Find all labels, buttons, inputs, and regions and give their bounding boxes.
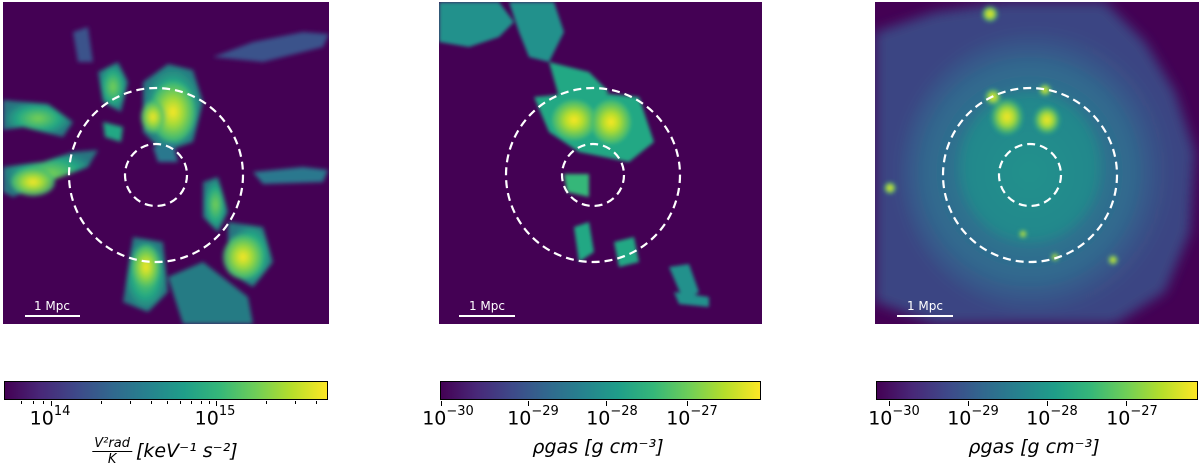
tick-label: 10−29 [507, 404, 559, 430]
tick-label: 10−27 [666, 404, 718, 430]
scale-bar-label: 1 Mpc [34, 299, 70, 313]
inner-circle [123, 142, 189, 208]
image-panel-2: 1 Mpc [439, 2, 762, 324]
minor-tick [266, 401, 267, 404]
major-tick [1047, 401, 1048, 406]
colorbar-2: 10−30 10−29 10−28 10−27 [422, 381, 761, 429]
inner-circle [997, 142, 1063, 208]
colorbar-1-label: V²rad K [keV⁻¹ s⁻²] [92, 436, 238, 467]
tick-label: 10−29 [947, 404, 999, 430]
major-tick [216, 401, 217, 406]
major-tick [889, 401, 890, 406]
minor-tick [167, 401, 168, 404]
colorbar-1: 1014 1015 [4, 381, 328, 429]
outer-circle [504, 86, 682, 264]
tick-label: 1014 [29, 404, 71, 430]
tick-label: 1015 [194, 404, 236, 430]
outer-circle [67, 86, 245, 264]
major-tick [687, 401, 688, 406]
minor-tick [151, 401, 152, 404]
major-tick [1126, 401, 1127, 406]
colorbar-2-label: ρgas [g cm⁻³] [532, 436, 664, 458]
minor-tick [316, 401, 317, 404]
major-tick [51, 401, 52, 406]
minor-tick [21, 401, 22, 404]
tick-label: 10−30 [422, 404, 474, 430]
tick-label: 10−28 [1026, 404, 1078, 430]
minor-tick [43, 401, 44, 404]
colorbar-gradient [440, 381, 761, 406]
tick-label: 10−30 [868, 404, 920, 430]
tick-label: 10−27 [1106, 404, 1158, 430]
major-tick [441, 401, 442, 406]
major-tick [968, 401, 969, 406]
scale-bar-label: 1 Mpc [907, 299, 943, 313]
colorbar-3-label: ρgas [g cm⁻³] [968, 436, 1100, 458]
colorbar-gradient [876, 381, 1198, 406]
scale-bar-label: 1 Mpc [469, 299, 505, 313]
minor-tick [180, 401, 181, 404]
minor-tick [33, 401, 34, 404]
image-panel-1: 1 Mpc [3, 2, 329, 324]
gas-density-map-filtered: 1 Mpc [439, 2, 762, 324]
colorbar-gradient [4, 381, 328, 406]
minor-tick [209, 401, 210, 404]
major-tick [606, 401, 607, 406]
tick-label: 10−28 [586, 404, 638, 430]
major-tick [528, 401, 529, 406]
gas-density-map: 1 Mpc [875, 2, 1199, 324]
image-panel-3: 1 Mpc [875, 2, 1199, 324]
colorbar-3: 10−30 10−29 10−28 10−27 [868, 381, 1198, 429]
minor-tick [130, 401, 131, 404]
outer-circle [941, 86, 1119, 264]
minor-tick [295, 401, 296, 404]
minor-tick [191, 401, 192, 404]
inner-circle [560, 142, 626, 208]
minor-tick [101, 401, 102, 404]
minor-tick [201, 401, 202, 404]
radial-velocity-map: 1 Mpc [3, 2, 329, 324]
